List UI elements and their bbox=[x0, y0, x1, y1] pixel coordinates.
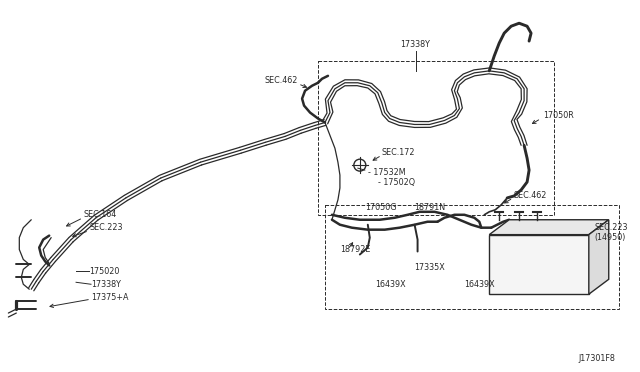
Text: J17301F8: J17301F8 bbox=[579, 354, 616, 363]
Text: 16439X: 16439X bbox=[465, 280, 495, 289]
Text: 17335X: 17335X bbox=[415, 263, 445, 272]
Text: 17050R: 17050R bbox=[543, 111, 574, 120]
Text: 18792E: 18792E bbox=[340, 245, 371, 254]
Text: (14950): (14950) bbox=[595, 233, 626, 242]
Text: 17338Y: 17338Y bbox=[401, 39, 431, 49]
Text: SEC.172: SEC.172 bbox=[381, 148, 415, 157]
Polygon shape bbox=[589, 220, 609, 294]
Text: SEC.223: SEC.223 bbox=[89, 223, 122, 232]
Text: - 17502Q: - 17502Q bbox=[378, 177, 415, 186]
Text: 17050G: 17050G bbox=[365, 203, 396, 212]
Text: - 17532M: - 17532M bbox=[368, 168, 405, 177]
Text: 18791N: 18791N bbox=[415, 203, 445, 212]
Text: SEC.462: SEC.462 bbox=[513, 192, 547, 201]
Text: SEC.164: SEC.164 bbox=[83, 210, 116, 219]
Text: 175020: 175020 bbox=[89, 267, 120, 276]
Text: 17338Y: 17338Y bbox=[91, 280, 121, 289]
Polygon shape bbox=[489, 235, 589, 294]
Text: 16439X: 16439X bbox=[375, 280, 405, 289]
Text: 17375+A: 17375+A bbox=[91, 293, 129, 302]
Polygon shape bbox=[489, 220, 609, 235]
Text: SEC.462: SEC.462 bbox=[265, 76, 298, 85]
Text: SEC.223: SEC.223 bbox=[595, 223, 628, 232]
